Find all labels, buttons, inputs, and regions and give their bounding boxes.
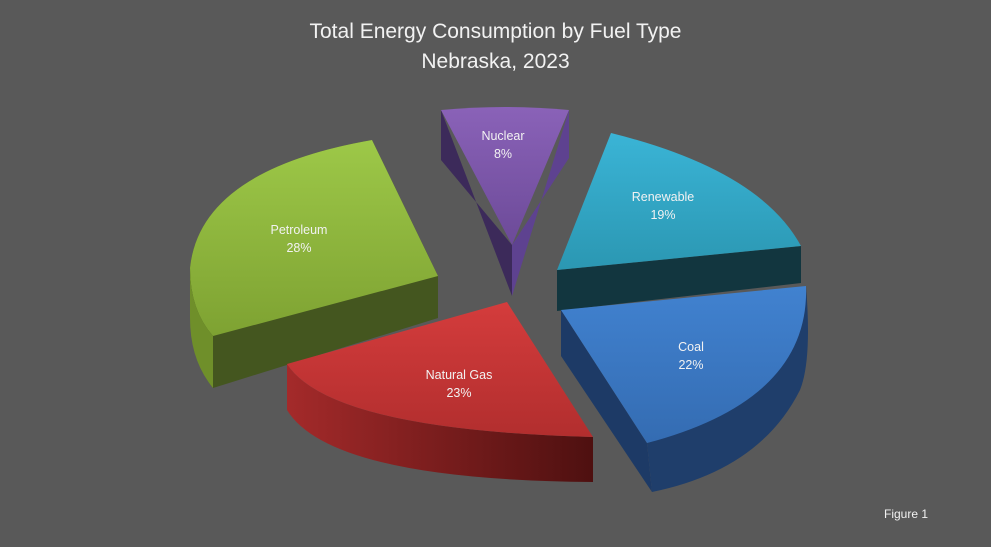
label-name: Coal (678, 340, 704, 354)
slice-petroleum[interactable] (190, 140, 438, 388)
label-pct: 22% (678, 358, 704, 372)
label-pct: 28% (286, 241, 312, 255)
label-nuclear: Nuclear 8% (443, 127, 563, 163)
label-renewable: Renewable 19% (603, 188, 723, 224)
label-name: Petroleum (270, 223, 328, 237)
slice-nuclear[interactable] (441, 107, 569, 296)
label-pct: 8% (493, 147, 513, 161)
chart-subtitle: Nebraska, 2023 (421, 50, 570, 73)
slice-coal[interactable] (561, 286, 808, 492)
chart-title: Total Energy Consumption by Fuel Type (309, 20, 682, 43)
label-pct: 23% (446, 386, 472, 400)
label-name: Renewable (631, 190, 695, 204)
label-natural-gas: Natural Gas 23% (399, 366, 519, 402)
slice-natural-gas[interactable] (287, 302, 593, 482)
label-petroleum: Petroleum 28% (239, 221, 359, 257)
slice-renewable[interactable] (557, 133, 801, 311)
label-coal: Coal 22% (631, 338, 751, 374)
label-name: Natural Gas (425, 368, 493, 382)
label-name: Nuclear (481, 129, 525, 143)
figure-label: Figure 1 (884, 507, 929, 521)
label-pct: 19% (650, 208, 676, 222)
